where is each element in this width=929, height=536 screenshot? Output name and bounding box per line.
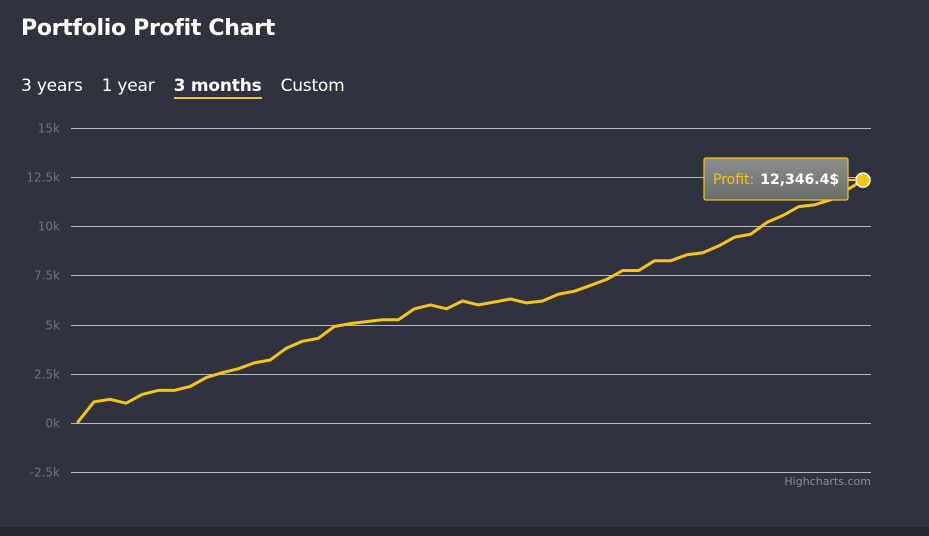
highcharts-credits[interactable]: Highcharts.com — [784, 475, 871, 488]
tab-3-years[interactable]: 3 years — [21, 76, 83, 96]
tooltip-label: Profit: — [713, 172, 754, 188]
y-tick-label: 10k — [38, 220, 60, 234]
tab-custom[interactable]: Custom — [280, 76, 345, 96]
range-tabs: 3 years 1 year 3 months Custom — [21, 76, 364, 99]
bottom-bar — [0, 527, 929, 536]
tab-1-year[interactable]: 1 year — [101, 76, 155, 96]
chart-title: Portfolio Profit Chart — [21, 16, 275, 41]
y-tick-label: 2.5k — [34, 368, 60, 382]
profit-series-line — [76, 178, 865, 424]
y-tick-label: -2.5k — [30, 466, 60, 480]
last-data-point[interactable] — [855, 172, 871, 188]
svg-text:Profit:12,346.4$: Profit: 12,346.4$ — [713, 172, 839, 188]
y-tick-label: 15k — [38, 122, 60, 136]
y-tick-label: 12.5k — [26, 171, 60, 185]
y-tick-label: 5k — [45, 319, 60, 333]
grid-lines — [71, 128, 871, 473]
y-tick-label: 0k — [45, 417, 60, 431]
y-tick-label: 7.5k — [34, 269, 60, 283]
profit-tooltip: Profit: 12,346.4$ — [703, 157, 856, 201]
tooltip-value: 12,346.4$ — [760, 172, 839, 188]
tab-3-months[interactable]: 3 months — [173, 76, 262, 99]
y-axis-labels: -2.5k 0k 2.5k 5k 7.5k 10k 12.5k 15k — [26, 122, 60, 480]
